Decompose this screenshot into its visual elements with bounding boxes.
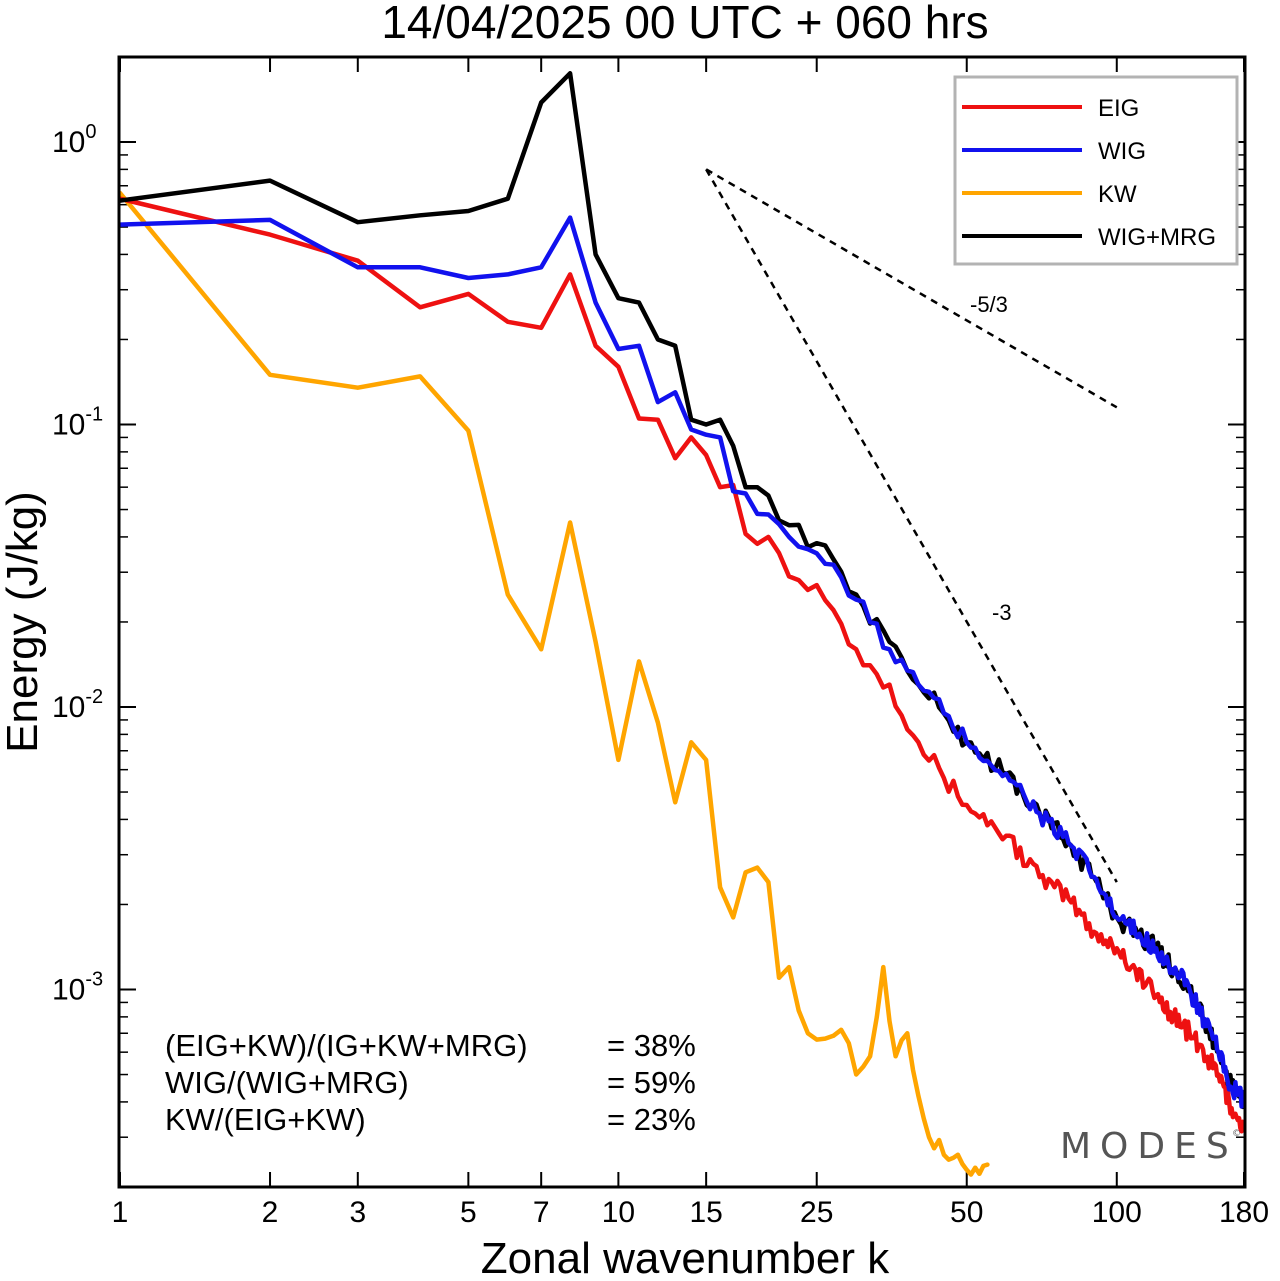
x-tick-label: 25: [800, 1196, 833, 1229]
copyright-mark: ©: [1232, 1129, 1241, 1139]
x-tick-label: 7: [533, 1196, 550, 1229]
legend-label: KW: [1098, 181, 1137, 208]
x-tick-label: 50: [950, 1196, 983, 1229]
legend: EIG WIG KW WIG+MRG: [953, 75, 1239, 266]
chart-title: 14/04/2025 00 UTC + 060 hrs: [381, 0, 988, 48]
watermark-text: MODES: [1060, 1126, 1238, 1167]
ratio-label: (EIG+KW)/(IG+KW+MRG): [165, 1028, 528, 1063]
axis-ticks: 1 2 3 5 7 10 15 25 50 100 180 100 10-1 10-2 10-3: [52, 58, 1269, 1229]
ratio-value: = 38%: [607, 1028, 696, 1063]
ratio-value: = 23%: [607, 1102, 696, 1137]
plot-frame: [117, 55, 1247, 1189]
ratio-label: KW/(EIG+KW): [165, 1102, 366, 1137]
ratio-label: WIG/(WIG+MRG): [165, 1065, 409, 1100]
x-tick-label: 10: [602, 1196, 635, 1229]
y-tick-label: 10-3: [52, 969, 103, 1007]
series-lines: [117, 71, 1247, 1177]
x-tick-label: 100: [1092, 1196, 1142, 1229]
slope-label: -3: [992, 600, 1012, 625]
series-line-eig: [117, 196, 1247, 1134]
legend-label: WIG+MRG: [1098, 224, 1216, 251]
x-axis-label: Zonal wavenumber k: [481, 1234, 890, 1281]
ratio-annotations: (EIG+KW)/(IG+KW+MRG) = 38% WIG/(WIG+MRG) = …: [165, 1028, 696, 1137]
legend-label: WIG: [1098, 138, 1146, 165]
reference-slope-lines: -5/3 -3: [705, 168, 1118, 883]
y-axis-label: Energy (J/kg): [0, 491, 47, 753]
x-tick-label: 1: [112, 1196, 129, 1229]
x-tick-label: 5: [460, 1196, 477, 1229]
x-tick-label: 3: [349, 1196, 366, 1229]
x-tick-label: 15: [689, 1196, 722, 1229]
y-tick-label: 10-2: [52, 686, 103, 724]
legend-items: EIG WIG KW WIG+MRG: [962, 95, 1216, 251]
ratio-value: = 59%: [607, 1065, 696, 1100]
slope-label: -5/3: [970, 292, 1008, 317]
series-line-kw: [117, 190, 990, 1177]
modes-watermark: MODES ©: [1060, 1126, 1241, 1167]
series-line-wig: [117, 215, 1247, 1109]
y-tick-label: 10-1: [52, 404, 103, 442]
y-tick-label: 100: [52, 121, 97, 159]
slope-line: [705, 168, 1118, 409]
x-tick-label: 180: [1219, 1196, 1269, 1229]
x-tick-label: 2: [262, 1196, 279, 1229]
legend-label: EIG: [1098, 95, 1139, 122]
